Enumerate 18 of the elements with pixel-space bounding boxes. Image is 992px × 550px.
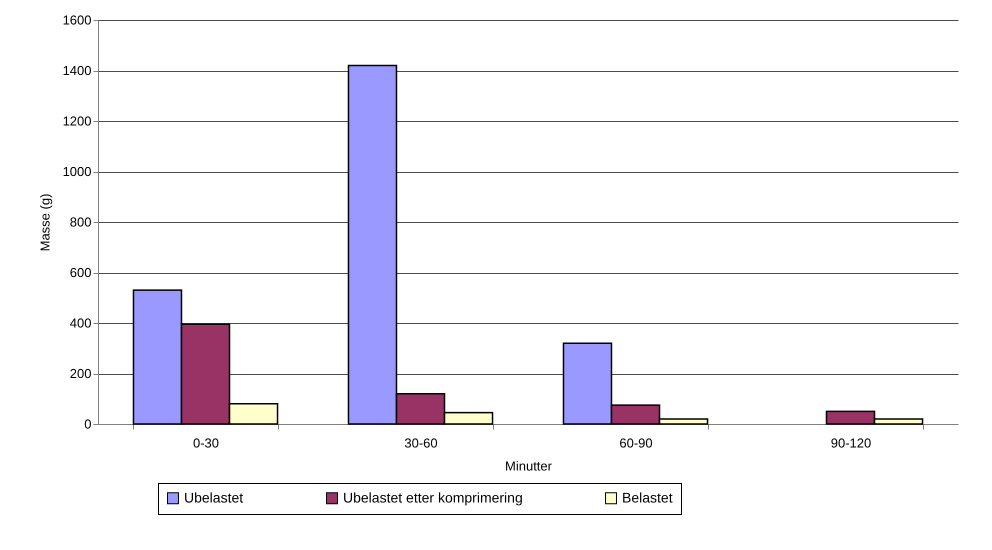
y-tick-label: 1200 [62,114,92,128]
x-tick-label: 90-120 [830,436,872,450]
y-tick-label: 1000 [62,164,92,179]
y-tick-label: 1600 [62,12,92,28]
y-axis-title: Masse (g) [38,194,53,252]
x-tick-label: 60-90 [619,436,653,450]
x-tick-label: 30-60 [404,436,438,450]
legend-label: Ubelastet [184,489,244,506]
y-tick-label: 600 [70,265,92,280]
y-tick-label: 800 [70,214,92,230]
x-tick-label: 0-30 [192,436,220,450]
x-axis-title: Minutter [505,458,553,474]
y-tick-label: 200 [70,366,92,381]
y-tick-label: 0 [84,416,92,432]
y-tick-label: 400 [70,316,92,330]
y-tick-label: 1400 [62,63,92,78]
legend-label: Ubelastet etter komprimering [343,489,523,506]
legend-label: Belastet [622,489,673,506]
